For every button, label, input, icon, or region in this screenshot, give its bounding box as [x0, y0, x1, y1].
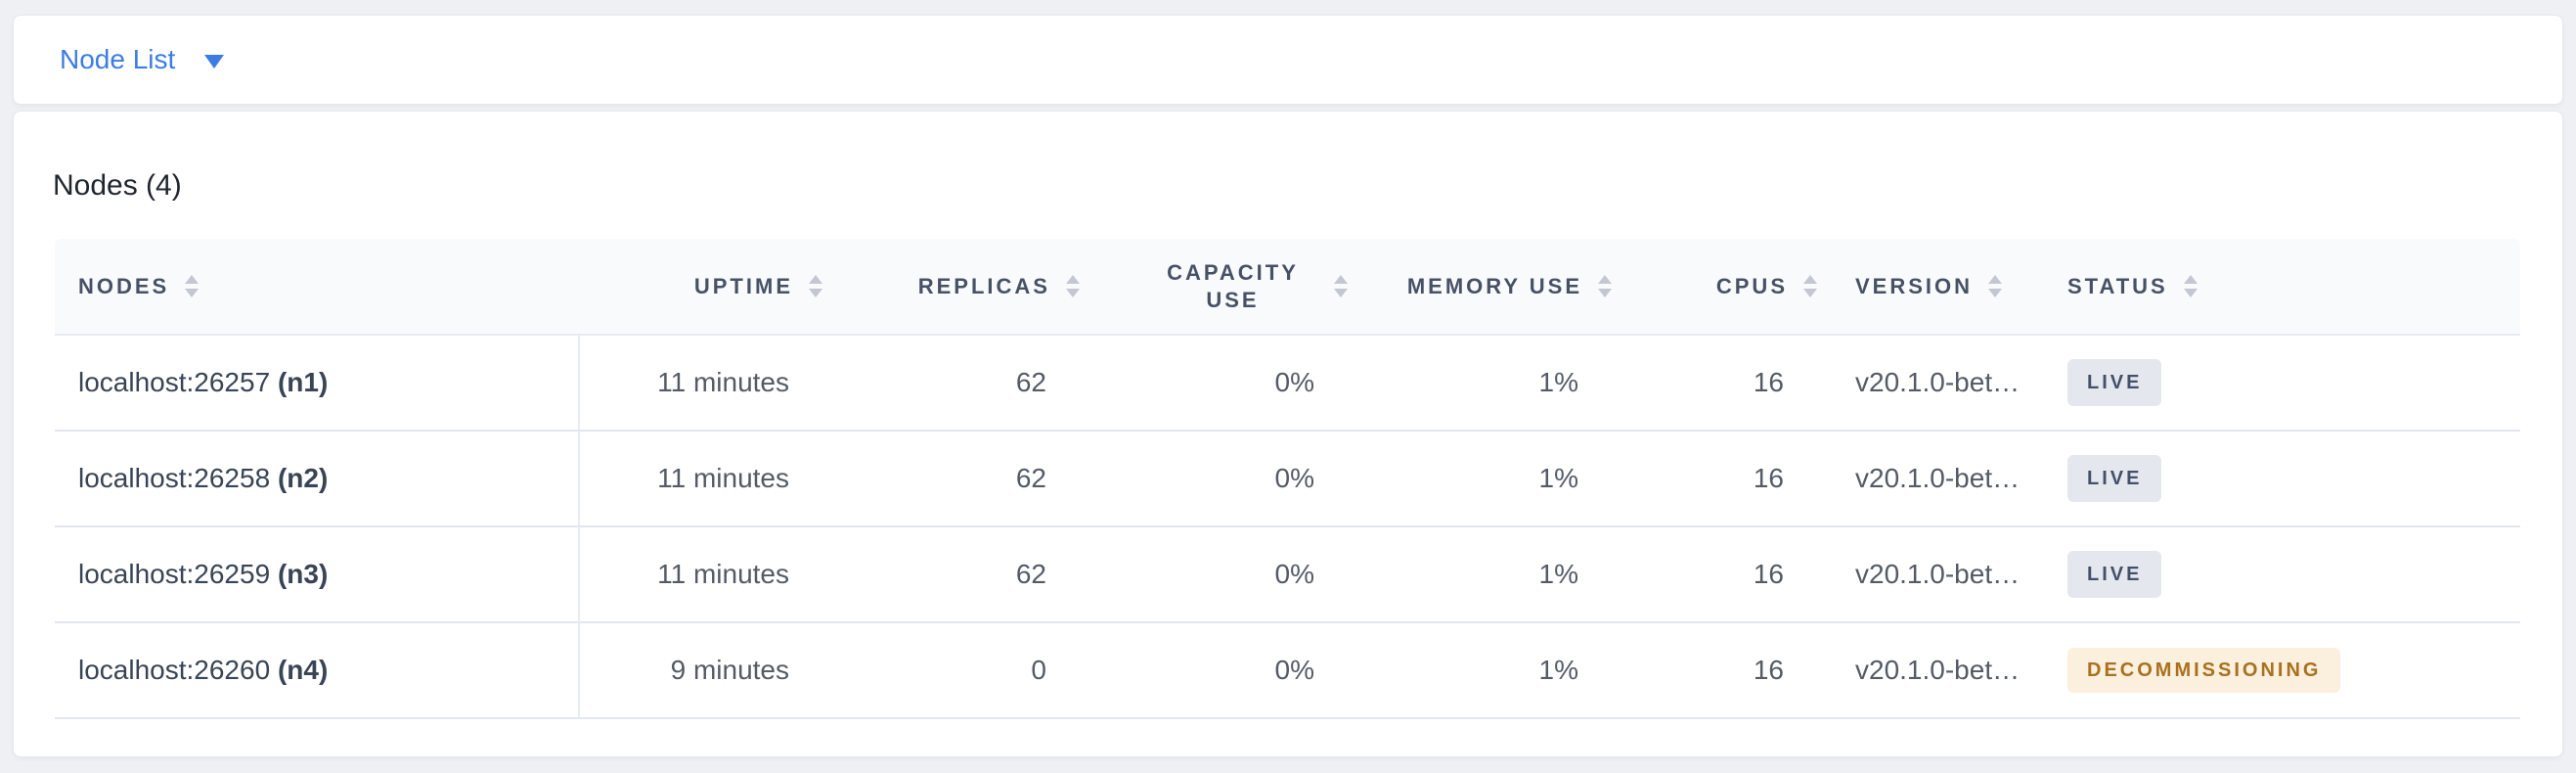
table-row: localhost:26257 (n1) 11 minutes 62 0% 1%…: [55, 336, 2520, 432]
table-row: localhost:26260 (n4) 9 minutes 0 0% 1% 1…: [55, 623, 2520, 719]
page-title: Nodes (4): [53, 169, 182, 202]
version-cell: v20.1.0-bet…: [1817, 623, 2062, 719]
uptime-cell: 11 minutes: [580, 527, 822, 623]
sort-arrows-icon: [809, 275, 822, 297]
version-cell: v20.1.0-bet…: [1817, 527, 2062, 623]
node-id: (n3): [277, 559, 329, 589]
column-label: MEMORY USE: [1406, 273, 1582, 298]
nodes-table: NODES UPTIME REPLICAS: [55, 239, 2520, 719]
status-cell: LIVE: [2062, 432, 2520, 527]
uptime-cell: 9 minutes: [580, 623, 822, 719]
column-header-nodes[interactable]: NODES: [55, 239, 580, 336]
column-header-uptime[interactable]: UPTIME: [580, 239, 822, 336]
cpus-cell: 16: [1612, 623, 1817, 719]
column-header-memory-use[interactable]: MEMORY USE: [1348, 239, 1612, 336]
cpus-cell: 16: [1612, 527, 1817, 623]
table-header-row: NODES UPTIME REPLICAS: [55, 239, 2520, 336]
column-label: CPUS: [1715, 273, 1788, 298]
sort-arrows-icon: [1066, 275, 1080, 297]
node-id: (n1): [277, 367, 329, 397]
sort-arrows-icon: [1334, 275, 1348, 297]
nodes-panel: Nodes (4) NODES UPTIME: [13, 111, 2563, 757]
sort-arrows-icon: [1803, 275, 1817, 297]
sort-arrows-icon: [1598, 275, 1612, 297]
column-label: UPTIME: [693, 273, 793, 298]
column-header-status[interactable]: STATUS: [2062, 239, 2520, 336]
node-name-cell: localhost:26259 (n3): [55, 527, 580, 623]
node-address: localhost:26259: [78, 559, 271, 589]
column-label: STATUS: [2067, 273, 2168, 298]
capacity-use-cell: 0%: [1080, 527, 1348, 623]
cpus-cell: 16: [1612, 336, 1817, 432]
status-badge: LIVE: [2067, 359, 2162, 406]
capacity-use-cell: 0%: [1080, 432, 1348, 527]
capacity-use-cell: 0%: [1080, 623, 1348, 719]
node-list-dropdown[interactable]: Node List: [60, 44, 225, 74]
node-address: localhost:26258: [78, 463, 271, 493]
status-badge: DECOMMISSIONING: [2067, 648, 2341, 693]
node-address: localhost:26260: [78, 655, 271, 685]
column-label: REPLICAS: [917, 273, 1050, 298]
sort-arrows-icon: [185, 275, 200, 297]
replicas-cell: 62: [822, 432, 1080, 527]
sort-arrows-icon: [2183, 275, 2198, 297]
column-label: CAPACITY USE: [1167, 260, 1299, 312]
sort-arrows-icon: [1988, 275, 2003, 297]
memory-use-cell: 1%: [1348, 623, 1612, 719]
node-name-cell: localhost:26257 (n1): [55, 336, 580, 432]
caret-down-icon: [204, 55, 225, 68]
view-selector-card: Node List: [13, 15, 2563, 105]
column-header-version[interactable]: VERSION: [1817, 239, 2062, 336]
replicas-cell: 62: [822, 336, 1080, 432]
uptime-cell: 11 minutes: [580, 336, 822, 432]
memory-use-cell: 1%: [1348, 432, 1612, 527]
memory-use-cell: 1%: [1348, 527, 1612, 623]
node-name-cell: localhost:26260 (n4): [55, 623, 580, 719]
replicas-cell: 62: [822, 527, 1080, 623]
column-header-replicas[interactable]: REPLICAS: [822, 239, 1080, 336]
node-id: (n2): [277, 463, 329, 493]
version-cell: v20.1.0-bet…: [1817, 432, 2062, 527]
status-badge: LIVE: [2067, 551, 2162, 598]
column-label: VERSION: [1855, 273, 1974, 298]
table-row: localhost:26258 (n2) 11 minutes 62 0% 1%…: [55, 432, 2520, 527]
column-header-cpus[interactable]: CPUS: [1612, 239, 1817, 336]
status-cell: DECOMMISSIONING: [2062, 623, 2520, 719]
replicas-cell: 0: [822, 623, 1080, 719]
status-cell: LIVE: [2062, 527, 2520, 623]
capacity-use-cell: 0%: [1080, 336, 1348, 432]
uptime-cell: 11 minutes: [580, 432, 822, 527]
version-cell: v20.1.0-bet…: [1817, 336, 2062, 432]
node-name-cell: localhost:26258 (n2): [55, 432, 580, 527]
status-badge: LIVE: [2067, 455, 2162, 502]
table-row: localhost:26259 (n3) 11 minutes 62 0% 1%…: [55, 527, 2520, 623]
column-header-capacity-use[interactable]: CAPACITY USE: [1080, 239, 1348, 336]
node-list-dropdown-label: Node List: [60, 44, 176, 74]
cpus-cell: 16: [1612, 432, 1817, 527]
node-id: (n4): [277, 655, 329, 685]
memory-use-cell: 1%: [1348, 336, 1612, 432]
status-cell: LIVE: [2062, 336, 2520, 432]
node-address: localhost:26257: [78, 367, 271, 397]
column-label: NODES: [78, 273, 170, 298]
